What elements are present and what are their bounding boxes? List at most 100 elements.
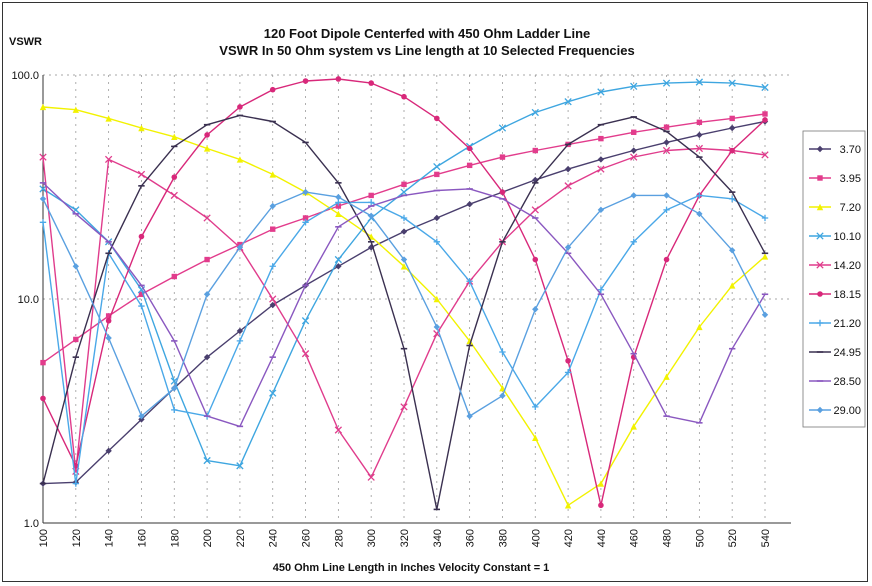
data-point [597,165,605,173]
x-tick-label: 140 [104,529,116,547]
data-point [663,192,670,199]
data-point [105,317,112,324]
legend-item: 24.95 [809,347,861,359]
data-point [630,147,637,154]
data-point [72,106,80,113]
data-point [816,319,824,327]
data-point [729,115,735,122]
data-point [532,403,539,411]
data-point [301,317,310,325]
x-tick-label: 180 [169,529,181,547]
data-point [564,98,572,106]
axes [42,75,791,524]
data-point [434,171,440,178]
data-point [816,232,824,240]
data-point [137,170,146,179]
data-point [40,359,46,366]
data-point [39,103,47,111]
x-tick-label: 300 [366,529,378,547]
data-point [400,403,408,411]
legend-item: 10.10 [809,231,861,243]
data-point [466,145,473,152]
chart-title: 120 Foot Dipole Centerfed with 450 Ohm L… [264,26,591,41]
x-tick-label: 260 [301,529,313,547]
data-point [597,480,605,487]
y-tick-labels: 1.0 10.0 100.0 [11,70,39,530]
data-point [335,76,342,82]
data-point [532,434,539,442]
chart-subtitle: VSWR In 50 Ohm system vs Line length at … [219,43,634,58]
data-point [236,244,244,251]
data-point [816,406,824,414]
x-tick-label: 320 [399,529,411,547]
x-tick-label: 120 [71,529,83,547]
data-point [498,124,507,132]
data-point [269,389,277,397]
data-point [269,86,276,93]
x-tick-label: 280 [333,529,345,547]
data-point [203,353,211,361]
data-point [499,392,506,399]
x-tick-label: 540 [760,529,772,547]
data-point [269,295,277,303]
data-point [564,369,572,376]
data-point [269,171,276,178]
data-point [400,214,408,222]
x-tick-label: 340 [432,529,444,547]
data-point [105,334,112,342]
data-point [696,192,703,199]
data-point [335,193,342,201]
data-point [816,203,824,211]
data-point [532,176,539,184]
data-point [39,195,47,203]
data-point [499,154,506,160]
vswr-chart: 120 Foot Dipole Centerfed with 450 Ohm L… [9,26,866,574]
data-point [204,256,210,263]
data-point [532,147,538,154]
data-point [302,215,309,221]
data-point [138,412,145,420]
data-point [466,200,473,208]
data-point [466,278,473,285]
data-point [728,124,736,132]
data-point [138,124,145,132]
data-point [499,348,506,356]
data-point [236,327,244,335]
data-point [171,133,178,140]
y-tick-label: 100.0 [11,70,39,82]
data-point [564,165,572,173]
data-point [236,462,244,470]
x-tick-label: 380 [497,529,509,547]
data-point [433,162,441,171]
data-point [630,192,637,199]
data-point [499,189,506,195]
y-tick-label: 1.0 [24,518,39,530]
data-point [401,181,407,188]
legend-label: 21.20 [833,318,861,330]
data-point [630,423,637,430]
data-point [631,129,637,135]
y-axis-label: VSWR [9,36,42,48]
data-point [597,206,605,214]
data-point [269,301,276,309]
data-point [597,286,605,293]
x-tick-label: 220 [235,529,247,547]
data-point [816,145,824,153]
data-point [662,79,671,87]
data-point [367,199,375,206]
x-tick-label: 520 [727,529,739,547]
data-point [663,256,670,263]
legend-label: 18.15 [833,289,861,301]
data-point [269,202,276,210]
series-29-00 [39,188,769,420]
x-tick-label: 460 [629,529,641,547]
x-tick-label: 240 [268,529,280,547]
data-point [433,323,441,331]
data-point [72,263,80,270]
data-point [170,191,178,200]
legend-item: 18.15 [809,289,861,301]
data-point [762,111,768,117]
x-tick-label: 420 [563,529,575,547]
data-point [663,206,670,214]
data-point [367,473,375,481]
